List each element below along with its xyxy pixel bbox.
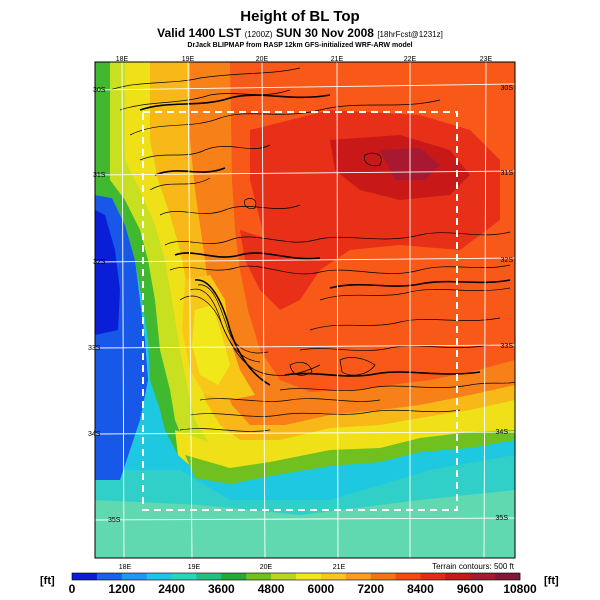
colorbar-tick-label: 0 xyxy=(69,582,76,596)
valid-time: Valid 1400 LST xyxy=(157,26,242,40)
lon-label-top: 22E xyxy=(404,56,417,63)
lat-label-left: 32S xyxy=(93,259,106,266)
lon-label-bottom: 19E xyxy=(188,564,201,571)
model-credit: DrJack BLIPMAP from RASP 12km GFS-initia… xyxy=(187,42,413,49)
colorbar-swatch xyxy=(495,573,521,580)
colorbar-tick-label: 10800 xyxy=(503,582,537,596)
colorbar-swatch xyxy=(171,573,197,580)
colorbar-tick-label: 1200 xyxy=(108,582,135,596)
colorbar-swatch xyxy=(146,573,172,580)
colorbar-swatch xyxy=(296,573,322,580)
lon-labels-bottom: 18E 19E 20E 21E xyxy=(119,564,346,571)
map-field xyxy=(95,62,515,558)
lat-label-left: 30S xyxy=(93,87,106,94)
lat-label-left: 31S xyxy=(93,172,106,179)
terrain-contours xyxy=(109,67,515,432)
lat-label-right: 33S xyxy=(501,343,514,350)
lon-label-top: 19E xyxy=(182,56,195,63)
lat-label-right: 31S xyxy=(501,170,514,177)
map-frame xyxy=(94,61,516,559)
colorbar-swatch xyxy=(96,573,123,580)
colorbar-unit-left: [ft] xyxy=(40,575,55,587)
chart-title: Height of BL Top xyxy=(240,8,360,25)
lon-label-bottom: 18E xyxy=(119,564,132,571)
lat-lon-grid xyxy=(95,62,515,558)
terrain-contour-note: Terrain contours: 500 ft xyxy=(432,562,515,571)
colorbar-swatch xyxy=(345,573,371,580)
colorbar-swatch xyxy=(271,573,297,580)
lon-label-top: 23E xyxy=(480,56,493,63)
colorbar-tick-label: 3600 xyxy=(208,582,235,596)
lat-label-right: 35S xyxy=(496,515,509,522)
lat-label-left: 33S xyxy=(88,345,101,352)
lat-label-right: 34S xyxy=(496,429,509,436)
colorbar-swatch xyxy=(72,573,98,580)
colorbar-frame xyxy=(71,572,521,581)
colorbar-swatch xyxy=(395,573,421,580)
colorbar-swatch xyxy=(246,573,272,580)
thick-contours xyxy=(139,94,511,386)
inner-domain-boundary xyxy=(142,111,458,511)
lon-label-bottom: 20E xyxy=(260,564,273,571)
colorbar-swatch xyxy=(121,573,147,580)
lat-label-right: 30S xyxy=(501,85,514,92)
colorbar-swatch xyxy=(320,573,347,580)
lon-label-top: 21E xyxy=(331,56,344,63)
colorbar-tick-label: 4800 xyxy=(258,582,285,596)
lon-label-bottom: 21E xyxy=(333,564,346,571)
lat-label-left: 35S xyxy=(108,517,121,524)
colorbar-swatch xyxy=(420,573,446,580)
lon-labels-top: 18E 19E 20E 21E 22E 23E xyxy=(116,56,493,63)
colorbar: 0 1200 2400 3600 4800 6000 7200 8400 9600 10800 xyxy=(69,572,537,596)
colorbar-tick-label: 6000 xyxy=(308,582,335,596)
colorbar-swatch xyxy=(221,573,247,580)
colorbar-swatch xyxy=(370,573,396,580)
lat-label-left: 34S xyxy=(88,431,101,438)
chart-subtitle: Valid 1400 LST (1200Z) SUN 30 Nov 2008 [… xyxy=(0,26,600,40)
lat-labels-right: 30S 31S 32S 33S 34S 35S xyxy=(496,85,514,522)
colorbar-swatch xyxy=(445,573,471,580)
colorbar-tick-label: 2400 xyxy=(158,582,185,596)
lat-label-right: 32S xyxy=(501,257,514,264)
forecast-info: [18hrFcst@1231z] xyxy=(377,30,443,39)
colorbar-tick-label: 8400 xyxy=(407,582,434,596)
colorbar-tick-label: 9600 xyxy=(457,582,484,596)
lon-label-top: 20E xyxy=(256,56,269,63)
colorbar-swatch xyxy=(196,573,222,580)
colorbar-tick-label: 7200 xyxy=(357,582,384,596)
colorbar-swatch xyxy=(470,573,496,580)
lon-label-top: 18E xyxy=(116,56,129,63)
colorbar-unit-right: [ft] xyxy=(544,575,559,587)
utc-time: (1200Z) xyxy=(244,30,273,39)
forecast-date: SUN 30 Nov 2008 xyxy=(275,26,374,40)
lat-labels-left: 30S 31S 32S 33S 34S 35S xyxy=(88,87,121,524)
